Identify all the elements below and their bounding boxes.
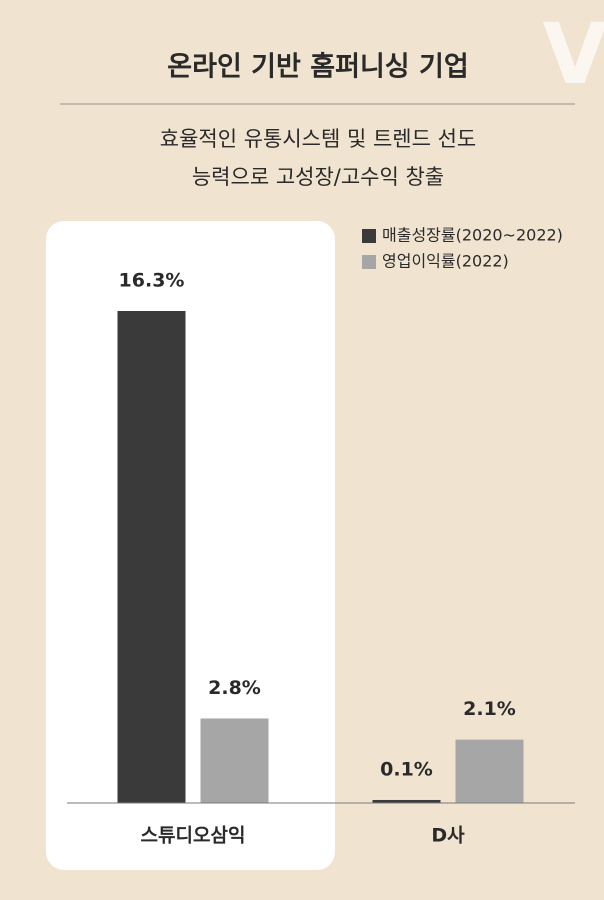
bar [117,311,186,803]
value-label: 0.1% [380,758,433,780]
x-tick-label: 스튜디오삼익 [141,825,246,847]
legend-label: 영업이익률(2022) [382,252,509,271]
bar [200,718,269,803]
chart-title: 온라인 기반 홈퍼니싱 기업 [167,52,468,83]
highlight-panel [46,221,335,870]
value-label: 2.8% [208,677,261,699]
legend-swatch [362,255,376,269]
value-label: 2.1% [463,698,516,720]
value-label: 16.3% [119,270,185,292]
bar [455,739,524,803]
subtitle: 능력으로 고성장/고수익 창출 [192,165,444,189]
legend-label: 매출성장률(2020~2022) [382,226,563,245]
bar [372,799,441,803]
legend-swatch [362,229,376,243]
subtitle: 효율적인 유통시스템 및 트렌드 선도 [160,127,477,151]
logo: V [542,5,604,103]
x-tick-label: D사 [431,825,465,847]
